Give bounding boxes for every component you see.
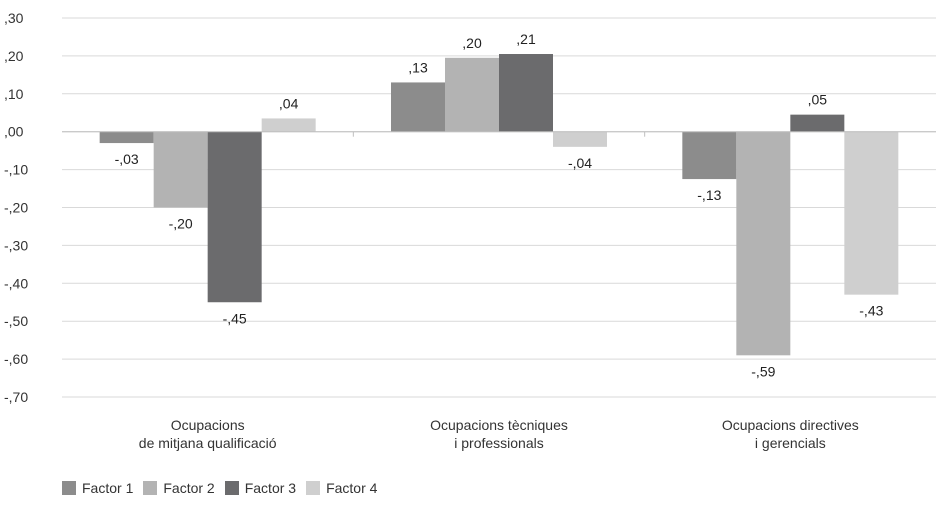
- data-label: ,21: [516, 31, 536, 47]
- data-labels: -,03 -,20 -,45 ,04 ,13 ,20 ,21 -,04 -,13 -,59 ,05 -…: [115, 31, 884, 379]
- data-label: -,43: [859, 303, 883, 319]
- data-label: ,05: [808, 92, 828, 108]
- y-tick-label: -,40: [4, 275, 28, 291]
- data-label: -,04: [568, 155, 592, 171]
- bar: [499, 54, 553, 132]
- category-label: Ocupacions directives: [722, 417, 859, 433]
- legend-swatch: [143, 481, 158, 495]
- legend-item: Factor 1: [62, 480, 133, 496]
- data-label: ,04: [279, 95, 299, 111]
- y-tick-label: ,30: [4, 10, 24, 26]
- y-tick-label: ,00: [4, 124, 24, 140]
- category-label: i professionals: [454, 435, 544, 451]
- legend: Factor 1 Factor 2 Factor 3 Factor 4: [62, 480, 387, 496]
- legend-item: Factor 2: [143, 480, 215, 496]
- y-tick-label: ,10: [4, 86, 24, 102]
- y-tick-label: -,20: [4, 200, 28, 216]
- data-label: -,45: [223, 310, 247, 326]
- legend-swatch: [62, 481, 76, 495]
- bars: [99, 54, 899, 356]
- bar: [261, 118, 316, 132]
- bar: [682, 131, 737, 180]
- bar: [445, 57, 499, 132]
- data-label: -,20: [169, 216, 193, 232]
- legend-swatch: [224, 481, 239, 495]
- data-label: -,13: [697, 187, 721, 203]
- legend-label: Factor 4: [326, 480, 378, 496]
- bar: [153, 131, 208, 208]
- category-label: Ocupacions: [171, 417, 245, 433]
- data-label: ,20: [462, 35, 482, 51]
- legend-label: Factor 1: [82, 480, 134, 496]
- y-tick-label: ,20: [4, 48, 24, 64]
- bar: [736, 131, 791, 356]
- y-tick-label: -,60: [4, 351, 28, 367]
- bar: [553, 131, 607, 147]
- legend-label: Factor 3: [244, 480, 297, 496]
- legend-label: Factor 2: [163, 480, 215, 496]
- zero-axis: [62, 131, 936, 137]
- bar: [99, 131, 154, 144]
- y-tick-label: -,50: [4, 313, 28, 329]
- legend-item: Factor 4: [306, 480, 377, 496]
- y-tick-label: -,30: [4, 237, 28, 253]
- data-label: ,13: [408, 59, 428, 75]
- y-tick-label: -,10: [4, 162, 28, 178]
- legend-item: Factor 3: [224, 480, 297, 496]
- bar: [391, 82, 445, 132]
- category-label: Ocupacions tècniques: [430, 417, 568, 433]
- data-label: -,59: [751, 363, 775, 379]
- category-labels: Ocupacions de mitjana qualificació Ocupaci…: [139, 417, 859, 451]
- bar: [844, 131, 899, 295]
- bar: [207, 131, 262, 303]
- bar: [790, 114, 845, 132]
- category-label: de mitjana qualificació: [139, 435, 277, 451]
- data-label: -,03: [115, 151, 139, 167]
- legend-swatch: [306, 481, 321, 495]
- category-label: i gerencials: [755, 435, 826, 451]
- y-tick-label: -,70: [4, 389, 28, 405]
- y-axis-ticks: ,30 ,20 ,10 ,00 -,10 -,20 -,30 -,40 -,50 -,60 -,70: [4, 10, 28, 405]
